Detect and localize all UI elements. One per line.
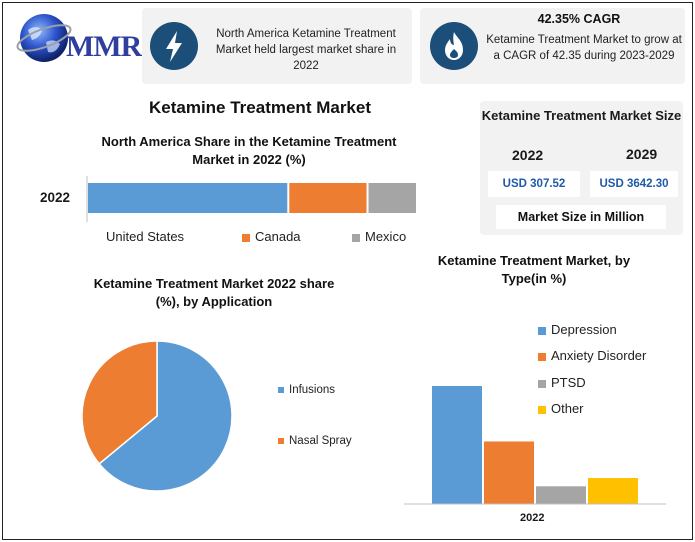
legend-item-mexico: Mexico bbox=[352, 229, 406, 244]
pie-slice-nasal-spray bbox=[81, 340, 158, 465]
cagr-title: 42.35% CAGR bbox=[537, 12, 621, 26]
legend-swatch bbox=[278, 386, 284, 393]
legend-item-depression: Depression bbox=[538, 322, 617, 337]
legend-label: Depression bbox=[551, 322, 617, 337]
legend-item-other: Other bbox=[538, 401, 584, 416]
legend-item-nasal-spray: Nasal Spray bbox=[278, 435, 352, 447]
stacked-bar-segment-united-states bbox=[88, 183, 288, 213]
type-bar-other bbox=[588, 478, 638, 504]
flame-icon bbox=[430, 22, 478, 70]
type-bar-ptsd bbox=[536, 486, 586, 504]
info-card-text: North America Ketamine Treatment Market … bbox=[215, 28, 397, 72]
stacked-bar-category-label: 2022 bbox=[40, 190, 71, 205]
mmr-logo: MMR bbox=[14, 8, 146, 68]
legend-item-ptsd: PTSD bbox=[538, 375, 586, 390]
type-bar-anxiety-disorder bbox=[484, 441, 534, 504]
legend-item-united-states: United States bbox=[106, 229, 184, 244]
type-chart-title: Ketamine Treatment Market, by Type(in %) bbox=[437, 253, 631, 286]
legend-item-anxiety-disorder: Anxiety Disorder bbox=[538, 348, 646, 363]
market-size-title: Ketamine Treatment Market Size bbox=[481, 108, 682, 123]
stacked-bar-segment-canada bbox=[289, 183, 367, 213]
info-card-text: Ketamine Treatment Market to grow at a C… bbox=[486, 34, 682, 62]
logo-text: MMR bbox=[66, 30, 142, 63]
type-bar-depression bbox=[432, 386, 482, 504]
stacked-bar-segment-mexico bbox=[368, 183, 416, 213]
legend-swatch bbox=[538, 352, 546, 361]
legend-label: PTSD bbox=[551, 375, 586, 390]
year-start: 2022 bbox=[512, 147, 544, 163]
legend-label: United States bbox=[106, 229, 185, 244]
year-end: 2029 bbox=[626, 146, 658, 162]
legend-label: Nasal Spray bbox=[289, 435, 352, 447]
legend-swatch bbox=[538, 379, 546, 388]
pie-chart bbox=[81, 340, 233, 492]
value-end: USD 3642.30 bbox=[590, 171, 678, 197]
legend-swatch bbox=[538, 326, 546, 335]
pie-slice-infusions bbox=[98, 340, 233, 492]
legend-label: Other bbox=[551, 401, 584, 416]
legend-swatch bbox=[352, 233, 360, 242]
pie-chart-title: Ketamine Treatment Market 2022 share (%)… bbox=[93, 276, 335, 309]
market-size-card: Ketamine Treatment Market Size 2022 2029… bbox=[480, 101, 683, 235]
type-bar-chart bbox=[404, 386, 666, 505]
legend-swatch bbox=[242, 233, 250, 242]
page-title: Ketamine Treatment Market bbox=[148, 98, 372, 117]
stacked-bar-title: North America Share in the Ketamine Trea… bbox=[101, 134, 397, 167]
info-card-regional: North America Ketamine Treatment Market … bbox=[142, 8, 412, 84]
value-start: USD 307.52 bbox=[488, 171, 580, 197]
legend-swatch bbox=[278, 437, 284, 444]
legend-label: Anxiety Disorder bbox=[551, 348, 647, 363]
legend-item-infusions: Infusions bbox=[278, 384, 335, 396]
info-card-cagr: 42.35% CAGR Ketamine Treatment Market to… bbox=[420, 8, 685, 84]
lightning-icon bbox=[150, 22, 198, 70]
legend-swatch bbox=[538, 405, 546, 414]
legend-label: Mexico bbox=[365, 229, 407, 244]
legend-label: Infusions bbox=[289, 384, 336, 396]
legend-item-canada: Canada bbox=[242, 229, 301, 244]
globe-icon bbox=[16, 14, 72, 62]
type-chart-category-label: 2022 bbox=[520, 512, 545, 524]
legend-label: Canada bbox=[255, 229, 301, 244]
stacked-bar-chart bbox=[86, 176, 416, 222]
market-size-unit: Market Size in Million bbox=[496, 205, 666, 229]
